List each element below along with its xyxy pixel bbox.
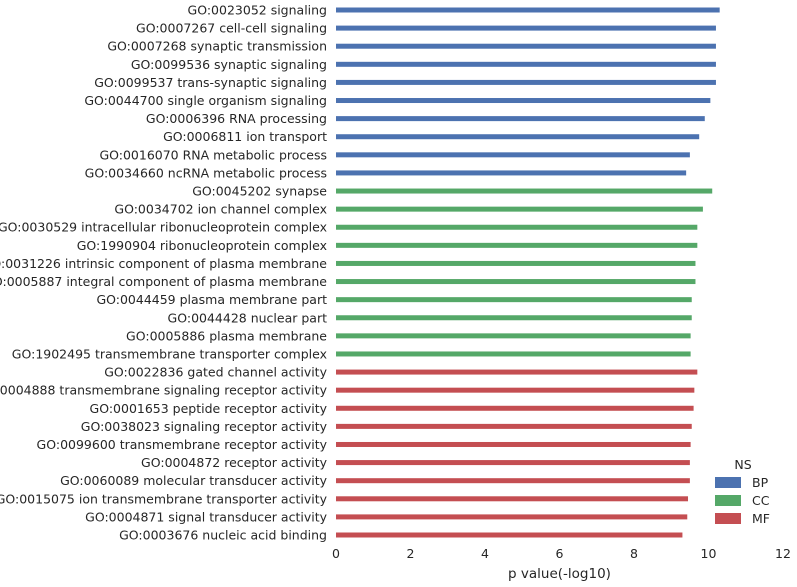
- category-labels: GO:0023052 signaling GO:0007267 cell-cell…: [0, 3, 328, 543]
- category-label: GO:1902495 transmembrane transporter com…: [12, 346, 327, 361]
- x-tick-label: 10: [701, 546, 717, 561]
- bars-layer: [336, 7, 720, 538]
- bar-6: [336, 98, 711, 104]
- legend-swatch-cc: [715, 495, 741, 506]
- bar-3: [336, 43, 716, 49]
- bar-1: [336, 7, 720, 13]
- legend: NS BP CC MF: [715, 457, 770, 526]
- bar-7: [336, 116, 705, 122]
- legend-label-bp: BP: [752, 475, 769, 490]
- category-label: GO:0038023 signaling receptor activity: [81, 419, 328, 434]
- bar-20: [336, 351, 691, 357]
- bar-12: [336, 206, 703, 212]
- category-label: GO:0030529 intracellular ribonucleoprote…: [0, 220, 327, 235]
- bar-24: [336, 423, 692, 429]
- bar-9: [336, 152, 690, 158]
- category-label: GO:0007268 synaptic transmission: [107, 39, 327, 54]
- bar-25: [336, 441, 691, 447]
- category-label: GO:0044428 nuclear part: [168, 310, 328, 325]
- bar-5: [336, 79, 716, 85]
- category-label: GO:0044700 single organism signaling: [84, 93, 327, 108]
- x-axis-title: p value(-log10): [508, 566, 611, 582]
- bar-4: [336, 61, 716, 67]
- legend-swatch-bp: [715, 477, 741, 488]
- category-label: GO:0045202 synapse: [192, 184, 327, 199]
- x-axis: 0 2 4 6 8 10 12: [332, 546, 791, 561]
- category-label: GO:0007267 cell-cell signaling: [136, 21, 327, 36]
- bar-26: [336, 460, 690, 466]
- category-label: GO:0005886 plasma membrane: [126, 328, 327, 343]
- bar-28: [336, 496, 689, 502]
- category-label: GO:0006811 ion transport: [163, 129, 327, 144]
- bar-21: [336, 369, 698, 375]
- bar-19: [336, 333, 691, 339]
- legend-label-mf: MF: [752, 511, 770, 526]
- category-label: GO:0099537 trans-synaptic signaling: [94, 75, 327, 90]
- category-label: GO:0034702 ion channel complex: [114, 202, 327, 217]
- bar-27: [336, 478, 690, 484]
- bar-18: [336, 315, 692, 321]
- category-label: GO:0015075 ion transmembrane transporter…: [0, 491, 328, 506]
- category-label: GO:0003676 nucleic acid binding: [119, 528, 327, 543]
- category-label: GO:0099600 transmembrane receptor activi…: [37, 437, 328, 452]
- bar-13: [336, 224, 698, 230]
- bar-8: [336, 134, 700, 140]
- bar-17: [336, 297, 692, 303]
- category-label: GO:0023052 signaling: [188, 3, 327, 18]
- category-label: GO:0016070 RNA metabolic process: [99, 147, 327, 162]
- bar-23: [336, 405, 694, 411]
- x-tick-label: 12: [775, 546, 791, 561]
- category-label: GO:0004871 signal transducer activity: [85, 509, 327, 524]
- bar-30: [336, 532, 683, 538]
- bar-16: [336, 279, 696, 285]
- bar-10: [336, 170, 687, 176]
- bar-2: [336, 25, 716, 31]
- category-label: GO:0001653 peptide receptor activity: [90, 401, 328, 416]
- legend-label-cc: CC: [752, 493, 770, 508]
- category-label: GO:0034660 ncRNA metabolic process: [85, 165, 327, 180]
- category-label: GO:0060089 molecular transducer activity: [60, 473, 328, 488]
- legend-swatch-mf: [715, 513, 741, 524]
- x-tick-label: 4: [481, 546, 489, 561]
- bar-15: [336, 260, 696, 266]
- category-label: GO:0031226 intrinsic component of plasma…: [0, 256, 327, 271]
- x-tick-label: 8: [630, 546, 638, 561]
- category-label: GO:0004888 transmembrane signaling recep…: [0, 383, 328, 398]
- category-label: GO:0099536 synaptic signaling: [131, 57, 327, 72]
- x-tick-label: 0: [332, 546, 340, 561]
- x-tick-label: 6: [556, 546, 564, 561]
- bar-29: [336, 514, 688, 520]
- bar-22: [336, 387, 695, 393]
- bar-14: [336, 242, 698, 248]
- category-label: GO:0022836 gated channel activity: [104, 365, 327, 380]
- category-label: GO:0005887 integral component of plasma …: [0, 274, 327, 289]
- x-tick-label: 2: [407, 546, 415, 561]
- category-label: GO:0004872 receptor activity: [141, 455, 328, 470]
- legend-title: NS: [734, 457, 751, 472]
- category-label: GO:0006396 RNA processing: [146, 111, 327, 126]
- bar-11: [336, 188, 713, 194]
- category-label: GO:1990904 ribonucleoprotein complex: [77, 238, 327, 253]
- category-label: GO:0044459 plasma membrane part: [96, 292, 327, 307]
